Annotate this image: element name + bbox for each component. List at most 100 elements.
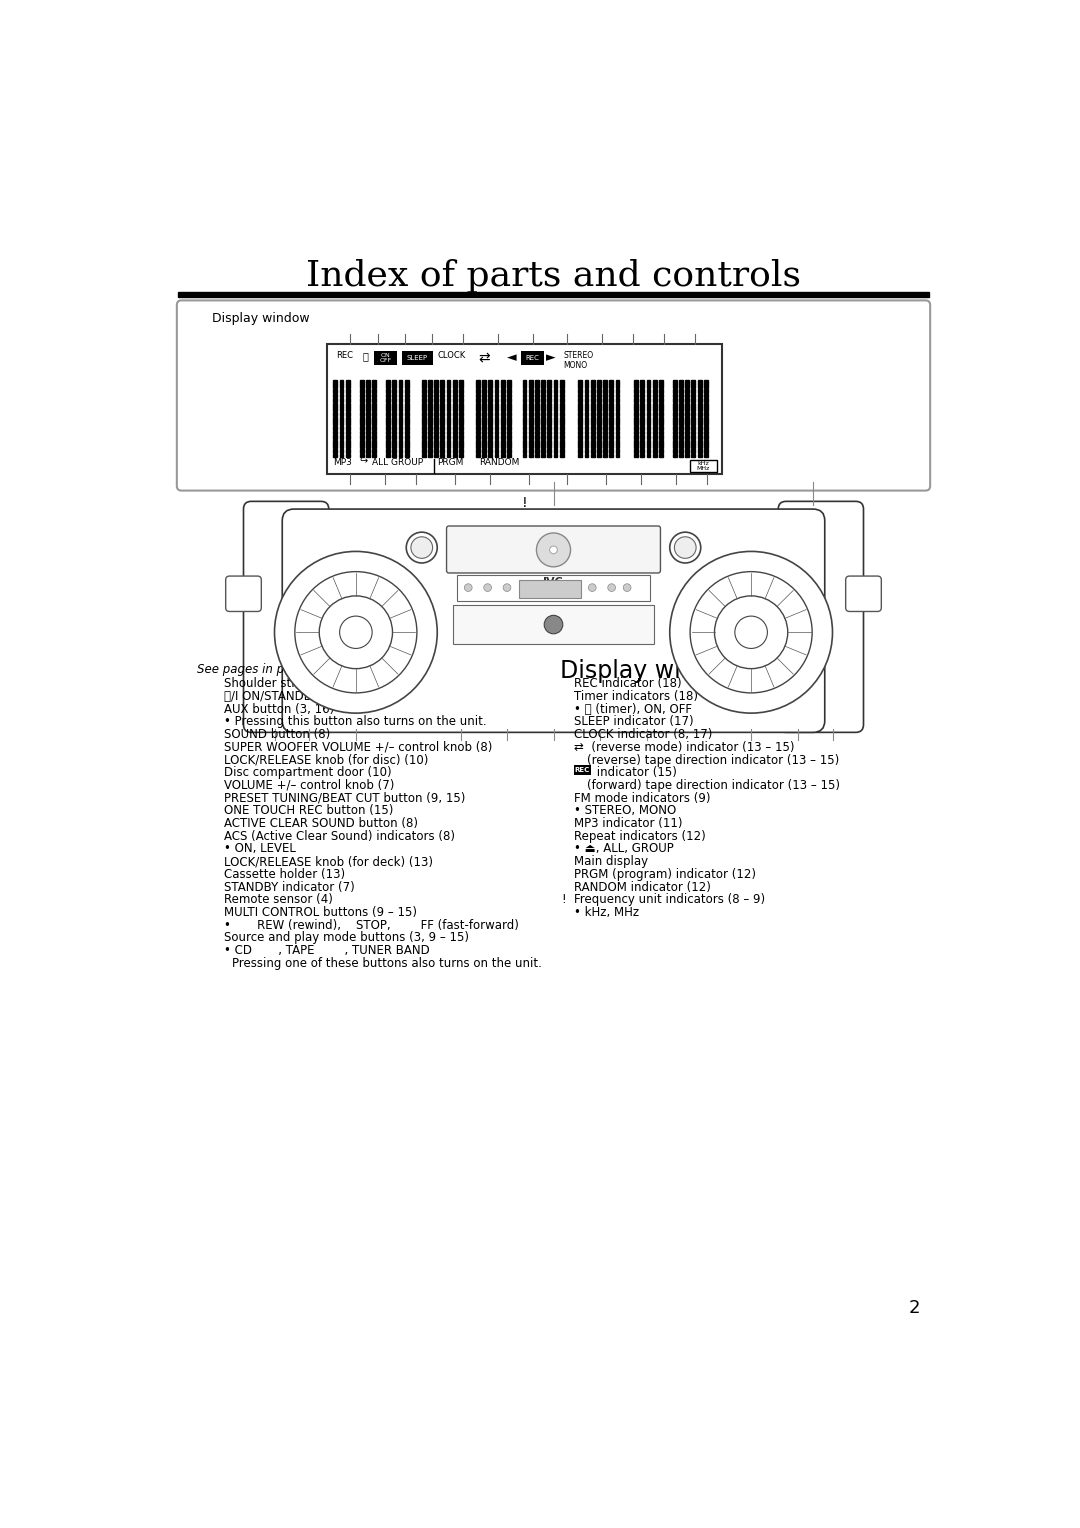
Bar <box>507 380 511 384</box>
Bar <box>459 417 463 420</box>
Bar <box>616 445 619 448</box>
Bar <box>399 413 403 416</box>
Bar <box>535 417 539 420</box>
Bar <box>441 426 444 429</box>
Bar <box>548 435 551 439</box>
Bar <box>346 394 350 397</box>
Bar <box>446 385 450 388</box>
Bar <box>495 403 499 406</box>
Bar <box>422 422 426 425</box>
Bar <box>434 399 438 402</box>
Bar <box>482 417 486 420</box>
Bar <box>346 385 350 388</box>
Bar <box>535 454 539 457</box>
Bar <box>578 422 582 425</box>
Bar <box>441 390 444 393</box>
Bar <box>541 385 545 388</box>
Bar <box>609 445 613 448</box>
Bar <box>453 435 457 439</box>
Bar <box>640 403 644 406</box>
Bar <box>584 380 589 384</box>
Bar <box>559 417 564 420</box>
Bar <box>578 426 582 429</box>
Bar <box>559 431 564 434</box>
Bar <box>685 440 689 443</box>
Bar <box>647 445 650 448</box>
Bar <box>548 399 551 402</box>
Bar <box>399 449 403 452</box>
Bar <box>554 449 557 452</box>
Bar <box>679 394 683 397</box>
Bar <box>559 454 564 457</box>
Bar <box>507 403 511 406</box>
Bar <box>373 385 376 388</box>
Bar <box>476 422 480 425</box>
Bar <box>501 435 504 439</box>
Bar <box>603 422 607 425</box>
Bar <box>679 426 683 429</box>
Bar <box>559 399 564 402</box>
Bar <box>698 449 702 452</box>
Bar <box>559 408 564 411</box>
Bar <box>399 440 403 443</box>
Bar <box>374 351 397 365</box>
Bar <box>360 431 364 434</box>
Bar <box>507 422 511 425</box>
Bar <box>387 454 390 457</box>
Bar <box>548 394 551 397</box>
Bar <box>652 394 657 397</box>
Bar <box>591 449 595 452</box>
Bar <box>453 605 654 643</box>
Text: MULTI CONTROL buttons (9 – 15): MULTI CONTROL buttons (9 – 15) <box>225 906 417 918</box>
Bar <box>446 426 450 429</box>
Circle shape <box>550 545 557 553</box>
Bar <box>399 454 403 457</box>
Bar <box>434 445 438 448</box>
Text: MP3 indicator (11): MP3 indicator (11) <box>573 817 683 830</box>
FancyBboxPatch shape <box>779 501 864 732</box>
Bar <box>554 380 557 384</box>
Bar <box>541 394 545 397</box>
Text: ►: ► <box>545 351 555 364</box>
Bar <box>673 422 677 425</box>
Bar <box>405 408 408 411</box>
Bar <box>591 408 595 411</box>
Bar <box>541 440 545 443</box>
Bar <box>523 413 526 416</box>
Bar <box>535 385 539 388</box>
Bar <box>603 390 607 393</box>
Bar <box>334 408 337 411</box>
Bar <box>366 440 369 443</box>
Bar <box>704 449 707 452</box>
Bar <box>446 445 450 448</box>
Bar <box>634 426 638 429</box>
Bar <box>495 399 499 402</box>
Circle shape <box>406 532 437 562</box>
Bar <box>704 394 707 397</box>
Bar <box>554 426 557 429</box>
Bar <box>405 454 408 457</box>
Bar <box>634 417 638 420</box>
Bar <box>422 426 426 429</box>
Text: Display window: Display window <box>559 659 744 683</box>
Bar <box>698 413 702 416</box>
Bar <box>647 454 650 457</box>
Text: •       REW (rewind),    STOP,        FF (fast-forward): • REW (rewind), STOP, FF (fast-forward) <box>225 918 519 932</box>
Bar <box>346 426 350 429</box>
Bar <box>405 417 408 420</box>
Bar <box>495 431 499 434</box>
Bar <box>548 445 551 448</box>
Bar <box>507 408 511 411</box>
Bar <box>373 413 376 416</box>
Bar <box>501 408 504 411</box>
Bar <box>652 445 657 448</box>
Bar <box>640 385 644 388</box>
Bar <box>679 380 683 384</box>
Bar <box>685 431 689 434</box>
Bar <box>578 454 582 457</box>
Bar <box>578 385 582 388</box>
Bar <box>392 449 396 452</box>
Bar <box>652 408 657 411</box>
Circle shape <box>674 536 697 558</box>
Text: Index of parts and controls: Index of parts and controls <box>306 258 801 293</box>
